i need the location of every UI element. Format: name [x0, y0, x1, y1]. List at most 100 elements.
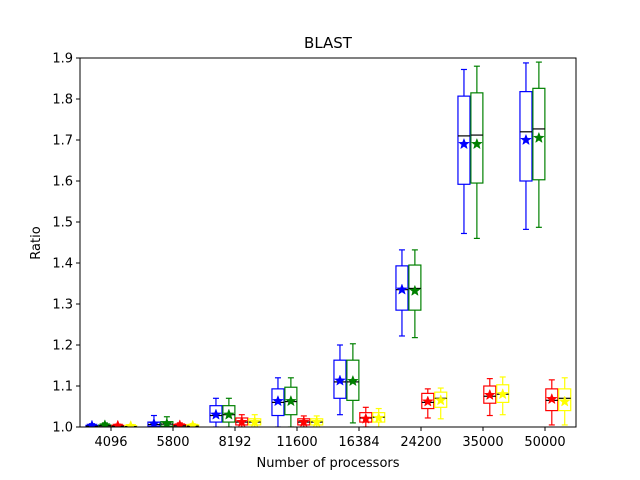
y-tick-label: 1.0: [52, 421, 73, 436]
box-body: [284, 386, 298, 416]
box-body: [333, 359, 347, 399]
mean-marker: [148, 417, 160, 427]
y-axis-label: Ratio: [29, 226, 44, 259]
box-plot-50000-series-1: [519, 62, 533, 230]
box-body: [558, 388, 572, 412]
mean-marker: [421, 395, 434, 407]
box-body: [408, 264, 422, 311]
box-plot-16384-series-1: [333, 344, 347, 416]
box-plot-11600-series-1: [271, 377, 285, 427]
box-plot-11600-series-3: [297, 415, 311, 427]
mean-marker: [160, 417, 173, 427]
x-tick-label: 4096: [94, 435, 127, 450]
y-tick-label: 1.9: [52, 52, 73, 67]
box-body: [346, 359, 360, 401]
box-plot-35000-series-1: [457, 68, 471, 235]
x-tick-label: 8192: [218, 435, 251, 450]
mean-marker: [86, 419, 98, 427]
y-tick-label: 1.7: [52, 134, 73, 149]
box-plot-16384-series-2: [346, 343, 360, 424]
box-body: [483, 385, 497, 404]
x-tick-label: 24200: [400, 435, 441, 450]
mean-marker: [558, 395, 571, 407]
box-body: [470, 92, 484, 184]
box-plot-8192-series-3: [235, 414, 249, 427]
mean-marker: [272, 394, 284, 407]
mean-marker: [470, 137, 483, 150]
mean-marker: [458, 137, 470, 150]
mean-marker: [496, 387, 509, 400]
plot-area: 1.0 1.1 1.2 1.3 1.4 1.5 1.6 1.7 1.8 1.9 4096 5800 81…: [52, 52, 577, 450]
chart-title: BLAST: [304, 34, 353, 52]
box-plot-24200-series-4: [434, 387, 448, 420]
box-plot-35000-series-4: [496, 376, 510, 416]
mean-marker: [111, 419, 124, 427]
box-plot-35000-series-3: [483, 378, 497, 417]
box-plot-5800-series-4: [186, 419, 200, 427]
box-plot-24200-series-3: [421, 388, 435, 419]
x-tick-label: 50000: [524, 435, 565, 450]
box-plot-24200-series-1: [395, 249, 409, 337]
mean-marker: [483, 388, 496, 401]
mean-marker: [310, 415, 323, 427]
box-body: [545, 388, 559, 412]
box-plot-35000-series-2: [470, 65, 484, 239]
mean-marker: [173, 419, 186, 427]
box-body: [421, 392, 435, 410]
box-body: [496, 384, 510, 403]
box-plot-8192-series-4: [248, 414, 262, 427]
box-marks: [85, 61, 572, 427]
x-tick-label: 16384: [338, 435, 379, 450]
x-tick-label: 35000: [462, 435, 503, 450]
box-body: [532, 87, 546, 181]
box-plot-8192-series-1: [209, 397, 223, 427]
box-plot-50000-series-4: [558, 377, 572, 426]
mean-marker: [545, 392, 558, 405]
mean-marker: [284, 394, 297, 407]
y-tick-label: 1.2: [52, 339, 73, 354]
box-body: [395, 265, 409, 311]
box-plot-16384-series-4: [372, 407, 386, 427]
box-plot-50000-series-3: [545, 379, 559, 426]
mean-marker: [248, 415, 261, 427]
mean-marker: [210, 408, 222, 420]
mean-marker: [124, 419, 137, 427]
mean-marker: [520, 133, 532, 146]
box-plot-8192-series-2: [222, 397, 236, 427]
box-plot-50000-series-2: [532, 61, 546, 228]
box-plot-5800-series-3: [173, 419, 187, 427]
mean-marker: [372, 411, 385, 424]
mean-marker: [359, 412, 372, 424]
box-body: [519, 91, 533, 182]
box-plot-11600-series-2: [284, 377, 298, 427]
box-body: [434, 391, 448, 408]
box-plot-11600-series-4: [310, 415, 324, 427]
mean-marker: [532, 131, 545, 143]
x-axis-label: Number of processors: [256, 456, 399, 471]
mean-marker: [434, 394, 447, 406]
mean-marker: [222, 408, 235, 420]
box-plot-24200-series-2: [408, 249, 422, 339]
y-tick-label: 1.6: [52, 175, 73, 190]
mean-marker: [98, 419, 111, 427]
box-body: [209, 405, 223, 423]
box-plot-5800-series-2: [160, 416, 174, 427]
mean-marker: [396, 283, 408, 295]
x-tick-label: 5800: [156, 435, 189, 450]
y-tick-label: 1.4: [52, 257, 73, 272]
mean-marker: [408, 284, 421, 296]
y-tick-label: 1.3: [52, 298, 73, 313]
mean-marker: [186, 419, 199, 427]
y-tick-label: 1.1: [52, 380, 73, 395]
box-body: [222, 405, 236, 423]
mean-marker: [297, 415, 310, 427]
mean-marker: [346, 374, 359, 387]
y-tick-label: 1.5: [52, 216, 73, 231]
box-plot-5800-series-1: [147, 414, 161, 427]
box-plot-4096-series-2: [98, 419, 112, 427]
x-tick-label: 11600: [276, 435, 317, 450]
axes-frame: [79, 57, 577, 428]
mean-marker: [235, 415, 248, 427]
